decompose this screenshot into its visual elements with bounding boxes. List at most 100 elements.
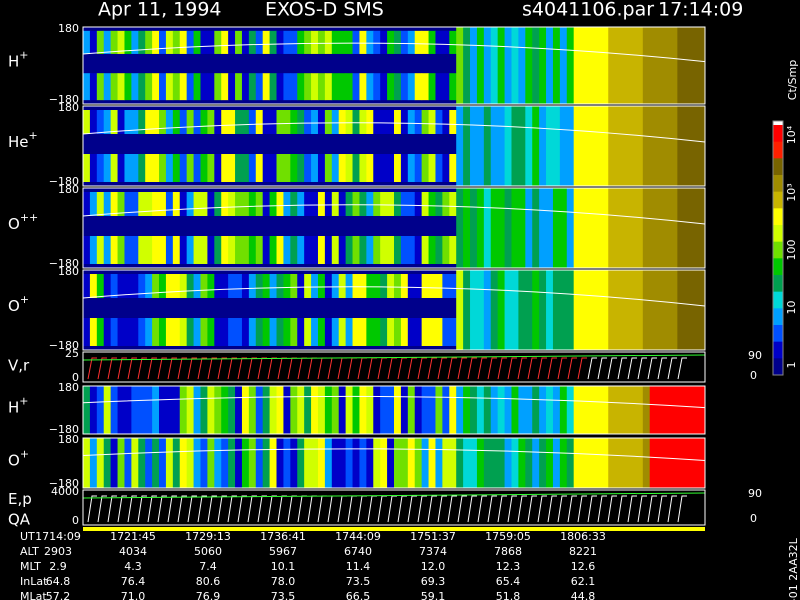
spectro-cell [456,106,464,186]
spectro-cell [552,188,561,268]
spectro-cell [359,110,367,134]
spectro-cell [635,386,644,434]
spectro-cell [656,270,665,350]
spectro-cell [241,154,250,182]
spectro-cell [311,386,319,434]
spectro-cell [635,106,644,186]
cell: 65.4 [496,575,521,588]
tick-trace [237,357,247,380]
spectro-cell [304,192,312,216]
spectro-cell [656,188,665,268]
spectro-cell [380,274,388,298]
spectro-cell [262,274,271,298]
spectro-cell [615,188,623,268]
spectro-cell [352,274,360,298]
spectro-cell [421,318,430,346]
ion-charge: + [29,129,38,142]
cell: 71.0 [121,590,146,600]
spectro-cell [525,188,533,268]
tick-trace [487,495,497,523]
spectro-cell [172,236,181,264]
spectro-cell [463,188,471,268]
spectro-cell [228,236,236,264]
spectro-cell [684,106,692,186]
spectro-cell [179,30,188,54]
spectro-cell [248,192,257,216]
spectro-cell [324,30,333,54]
axis-top: 4000 [51,485,79,498]
axis-top: 180 [58,265,79,278]
spectro-cell [421,192,430,216]
spectro-cell [304,386,312,434]
tick-trace [237,495,247,523]
axis-right-top: 90 [748,487,762,500]
spectro-cell [504,106,512,186]
spectro-cell [131,318,139,346]
spectro-cell [470,27,478,104]
tick-trace [197,357,207,380]
tick-trace [457,495,467,523]
spectro-cell [262,154,271,182]
panel: O++ 180 −180 [8,183,706,270]
tick-trace [667,495,677,523]
spectro-cell [642,188,651,268]
spectro-cell [103,318,112,346]
spectro-cell [304,154,312,182]
spectro-cell [221,236,229,264]
spectro-cell [124,30,132,54]
spectro-cell [359,386,367,434]
spectro-cell [442,236,450,264]
spectro-cell [670,27,678,104]
spectro-cell [428,386,436,434]
spectro-cell [622,106,630,186]
tick-trace [527,357,537,380]
spectro-cell [573,438,582,488]
spectro-cell [615,386,623,434]
spectro-cell [559,106,568,186]
tick-trace [657,495,667,523]
spectro-cell [449,73,457,101]
spectro-cell [497,27,506,104]
spectro-cell [241,73,250,101]
spectro-cell [366,110,374,134]
tick-trace [557,495,567,523]
spectro-cell [248,438,257,488]
spectro-cell [366,73,374,101]
spectro-cell [159,236,167,264]
ion-charge: ++ [20,211,38,224]
spectro-cell [456,386,464,434]
spectro-cell [649,106,658,186]
spectro-cell [435,110,443,134]
spectro-cell [297,318,305,346]
spectro-cell [414,274,423,298]
spectro-cell [635,270,644,350]
cell: 8221 [569,545,597,558]
spectro-cell [96,30,105,54]
spectro-cell [186,110,195,134]
spectro-cell [594,270,602,350]
spectro-cell [96,274,105,298]
spectro-cell [366,154,374,182]
cell: 10.1 [271,560,296,573]
cell: 73.5 [346,575,371,588]
tick-trace [397,495,407,523]
spectro-cell [221,386,229,434]
spectro-cell [546,188,554,268]
tick-trace [487,357,497,380]
spectro-cell [504,270,512,350]
spectro-cell [186,236,195,264]
tick-trace [597,495,607,523]
spectro-cell [172,274,181,298]
spectro-cell [594,438,602,488]
spectro-cell [200,236,208,264]
spectro-cell [290,274,298,298]
spectro-cell [345,154,354,182]
spectro-cell [663,438,671,488]
spectro-cell [670,270,678,350]
tick-trace [167,357,177,380]
trace-line [82,286,706,307]
tick-trace [447,495,457,523]
time: 17:14:09 [658,0,743,21]
spectro-cell [359,236,367,264]
cell: 44.8 [571,590,596,600]
